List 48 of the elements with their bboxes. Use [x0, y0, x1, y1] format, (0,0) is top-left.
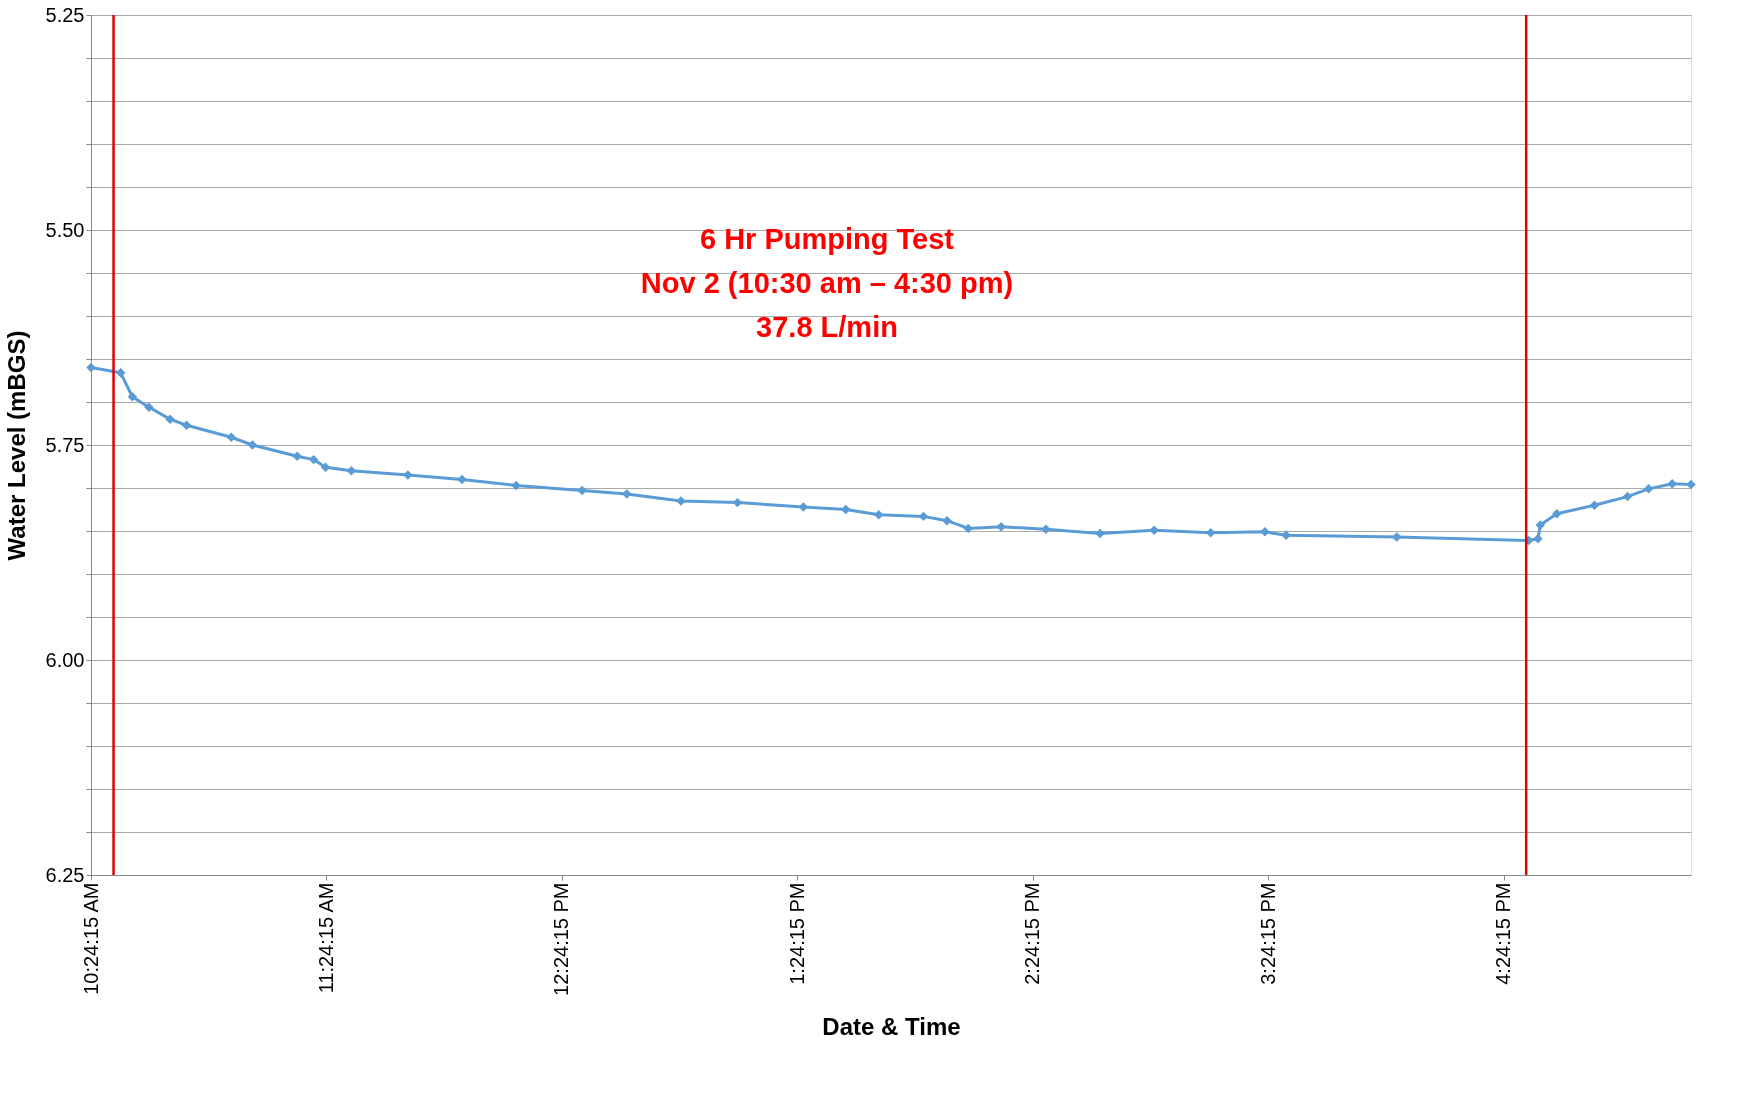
point — [918, 511, 929, 522]
x-tick-label: 3:24:15 PM — [1256, 882, 1279, 985]
y-tick-label: 5.75 — [45, 433, 85, 456]
point — [247, 440, 258, 450]
y-tick-label: 5.25 — [45, 3, 85, 26]
x-tick-label: 12:24:15 PM — [550, 882, 573, 996]
annotation: Nov 2 (10:30 am – 4:30 pm) — [640, 267, 1014, 299]
y-axis-title: Water Level (mBGS) — [2, 330, 30, 561]
x-tick-label: 1:24:15 PM — [785, 882, 808, 985]
y-tick-label: 6.00 — [45, 648, 85, 671]
point — [86, 362, 96, 373]
point — [292, 451, 302, 461]
point — [996, 521, 1006, 532]
annotation: 37.8 L/min — [756, 311, 898, 343]
point — [226, 432, 237, 442]
point — [1095, 528, 1105, 539]
point — [1149, 525, 1159, 535]
x-axis-title: Date & Time — [822, 1012, 961, 1040]
point — [1260, 527, 1270, 537]
point — [942, 515, 952, 526]
point — [963, 523, 973, 534]
point — [115, 368, 126, 378]
point — [127, 392, 138, 402]
point — [1622, 491, 1633, 502]
point — [457, 474, 467, 485]
point — [320, 462, 331, 473]
x-tick-label: 11:24:15 AM — [314, 882, 337, 994]
y-tick-label: 5.50 — [45, 218, 85, 241]
annotation: 6 Hr Pumping Test — [699, 223, 955, 255]
point — [1667, 478, 1677, 489]
point — [1552, 509, 1562, 519]
point — [1589, 500, 1600, 510]
point — [841, 504, 851, 515]
point — [732, 497, 743, 508]
x-tick-label: 2:24:15 PM — [1021, 882, 1044, 985]
point — [873, 509, 884, 520]
point — [577, 485, 587, 496]
point — [1686, 479, 1696, 490]
point — [511, 480, 521, 491]
point — [308, 454, 319, 465]
point — [144, 402, 154, 412]
point — [1535, 520, 1546, 530]
point — [1041, 524, 1051, 535]
point — [181, 420, 192, 430]
point — [1281, 530, 1291, 541]
point — [1643, 484, 1654, 494]
x-tick-label: 4:24:15 PM — [1492, 882, 1515, 985]
point — [1533, 534, 1543, 544]
